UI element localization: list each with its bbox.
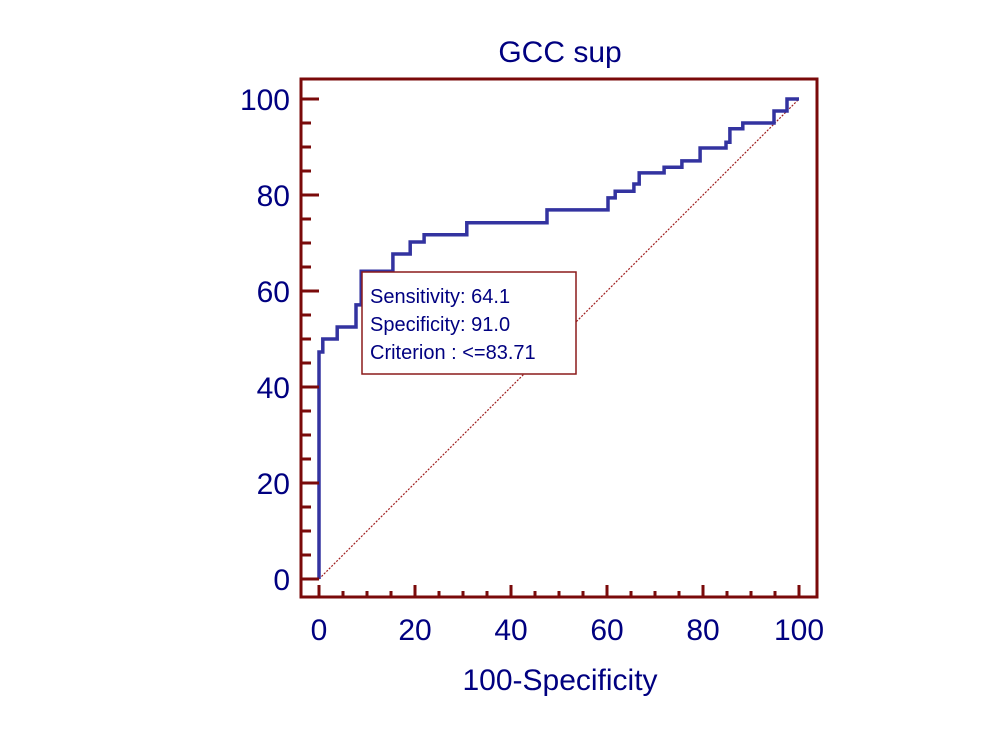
- x-axis-label: 100-Specificity: [462, 664, 657, 697]
- x-tick-label: 40: [494, 614, 527, 647]
- x-tick-label: 80: [686, 614, 719, 647]
- y-tick-label: 40: [257, 372, 290, 405]
- y-axis: 0 20 40 60 80 100: [240, 84, 319, 597]
- y-tick-label: 60: [257, 276, 290, 309]
- criterion-annotation-box: Sensitivity: 64.1 Specificity: 91.0 Criter…: [361, 271, 577, 375]
- x-tick-label: 20: [398, 614, 431, 647]
- y-tick-label: 0: [273, 564, 290, 597]
- x-tick-label: 0: [311, 614, 328, 647]
- criterion-label: Criterion : <=83.71: [370, 342, 536, 364]
- specificity-label: Specificity: 91.0: [370, 314, 510, 336]
- y-tick-label: 80: [257, 180, 290, 213]
- reference-diagonal-line: [318, 98, 800, 580]
- sensitivity-label: Sensitivity: 64.1: [370, 286, 510, 308]
- x-axis: 0 20 40 60 80 100: [311, 585, 824, 647]
- annotation-box-frame: [361, 271, 577, 375]
- y-tick-label: 100: [240, 84, 290, 117]
- x-tick-label: 60: [590, 614, 623, 647]
- chart-title: GCC sup: [498, 36, 621, 69]
- y-tick-label: 20: [257, 468, 290, 501]
- x-tick-label: 100: [774, 614, 824, 647]
- roc-curve-line: [317, 97, 799, 579]
